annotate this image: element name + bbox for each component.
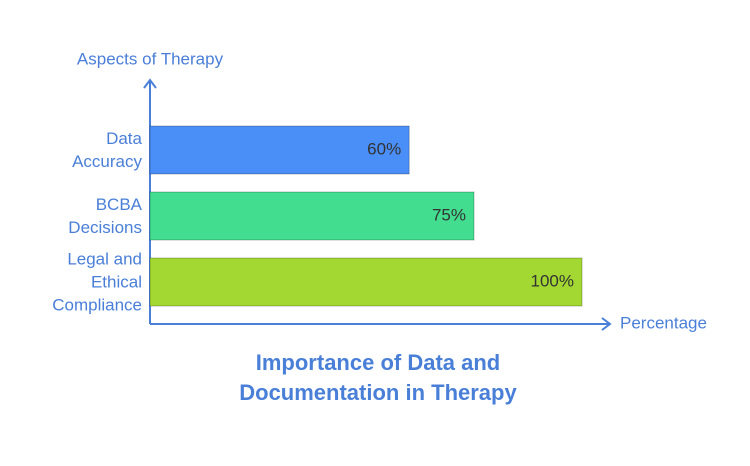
y-axis-label: Aspects of Therapy — [77, 49, 224, 68]
bar — [149, 257, 583, 307]
chart-title: Importance of Data and Documentation in … — [239, 350, 517, 405]
y-tick-label: BCBA Decisions — [68, 195, 142, 237]
y-axis-arrow — [143, 78, 157, 89]
value-label: 100% — [531, 271, 574, 290]
x-axis-label: Percentage — [620, 313, 707, 332]
y-tick-label: Data Accuracy — [72, 129, 142, 171]
y-tick-label: Legal and Ethical Compliance — [52, 249, 142, 315]
x-axis-arrow — [601, 317, 612, 331]
bar — [149, 125, 410, 175]
bar — [149, 191, 475, 241]
value-label: 75% — [432, 205, 466, 224]
value-label: 60% — [367, 139, 401, 158]
